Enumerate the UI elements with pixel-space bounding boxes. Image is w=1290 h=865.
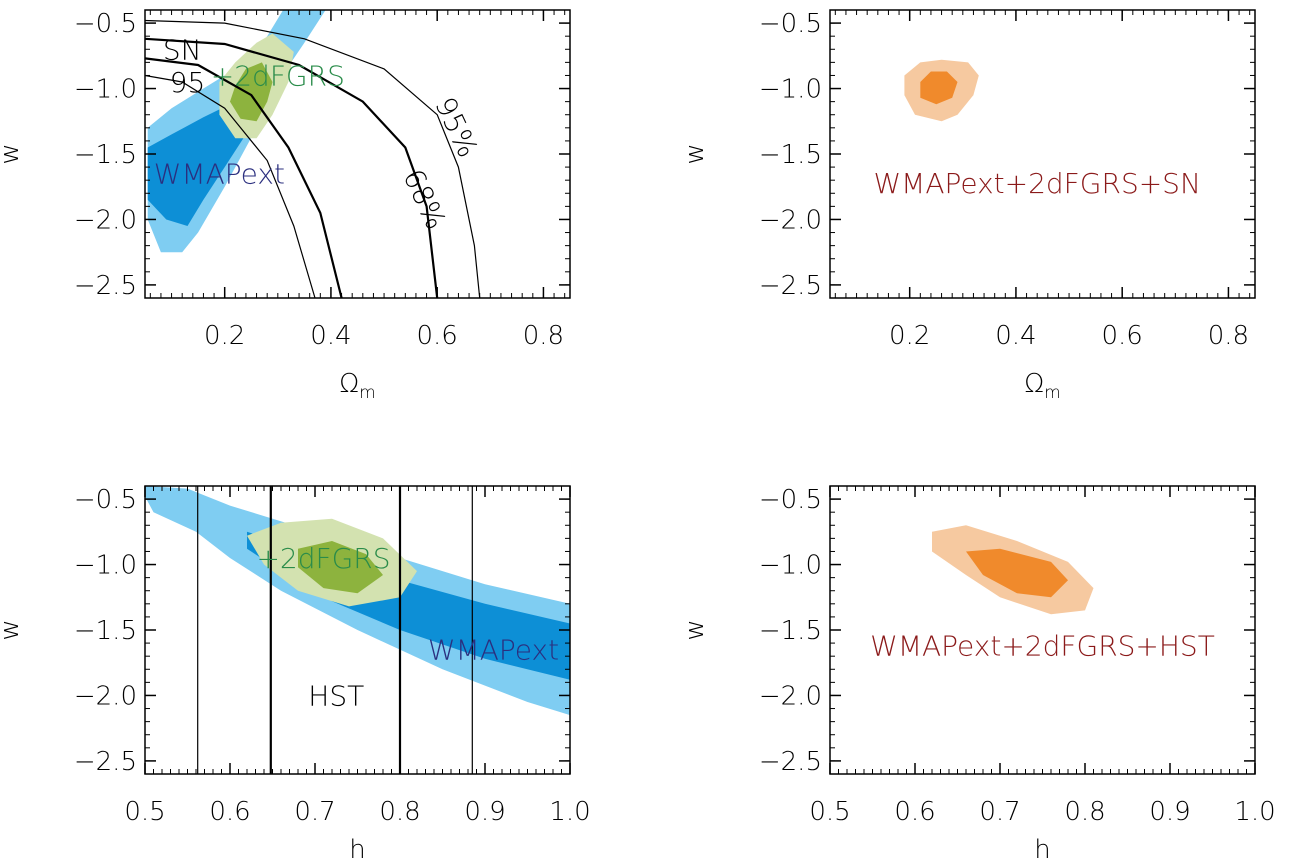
annotation-label: 95%	[428, 92, 484, 162]
contour-region-3	[230, 62, 273, 122]
annotation-label: WMAPext	[428, 634, 559, 667]
y-tick-label: −2.0	[74, 205, 137, 235]
y-tick-label: −1.0	[759, 551, 822, 581]
x-tick-label: 0.6	[1102, 321, 1143, 351]
y-tick-label: −0.5	[759, 485, 822, 515]
annotation-label: SN	[163, 33, 202, 66]
y-tick-label: −1.5	[759, 616, 822, 646]
x-tick-label: 0.9	[1149, 797, 1190, 827]
x-tick-label: 0.9	[464, 797, 505, 827]
x-tick-label: 0.8	[1064, 797, 1105, 827]
y-tick-label: −1.0	[74, 75, 137, 105]
x-tick-label: 0.6	[209, 797, 250, 827]
panel-top-right: 0.2 0.4 0.6 0.8 −0.5 −1.0 −1.5 −2.0 −2.5 Ωm w WMAPe…	[680, 9, 1256, 403]
y-tick-label: −0.5	[74, 485, 137, 515]
contour-region-3	[298, 541, 383, 594]
y-tick-label: −1.0	[759, 75, 822, 105]
panel-bottom-right: 0.5 0.6 0.7 0.8 0.9 1.0 −0.5 −1.0 −1.5 −2.0 −2.5 h w…	[680, 485, 1276, 865]
constraint-curve-0	[145, 19, 481, 298]
y-tick-label: −0.5	[74, 9, 137, 39]
annotation-label: WMAPext+2dFGRS+SN	[873, 167, 1200, 200]
annotation-label: 68%	[396, 164, 452, 234]
annotation-label: +2dFGRS	[211, 59, 345, 92]
axes-frame	[829, 9, 1256, 299]
y-tick-label: −2.5	[74, 271, 137, 301]
annotation-label: WMAPext+2dFGRS+HST	[870, 630, 1215, 663]
x-axis-label: h	[349, 835, 365, 865]
contour-region-1	[147, 101, 246, 226]
y-axis-label: w	[0, 143, 25, 164]
y-axis-label: w	[680, 619, 710, 640]
annotation-label: 95	[170, 66, 206, 99]
x-tick-label: 0.5	[809, 797, 850, 827]
plot-area	[932, 525, 1094, 615]
y-tick-label: −2.0	[759, 205, 822, 235]
x-tick-label: 1.0	[549, 797, 590, 827]
contour-region-1	[920, 71, 958, 105]
panel-top-left: 0.2 0.4 0.6 0.8 −0.5 −1.0 −1.5 −2.0 −2.5 Ωm w SN +2d…	[0, 9, 571, 403]
x-axis-label: Ωm	[1024, 369, 1060, 403]
x-tick-label: 0.4	[310, 321, 351, 351]
x-tick-label: 0.7	[979, 797, 1020, 827]
annotation-label: HST	[308, 679, 364, 712]
x-tick-label: 0.8	[379, 797, 420, 827]
contour-region-1	[966, 548, 1068, 598]
y-tick-label: −1.5	[759, 140, 822, 170]
panel-bottom-left: 0.5 0.6 0.7 0.8 0.9 1.0 −0.5 −1.0 −1.5 −2.0 −2.5 h w…	[0, 485, 591, 865]
y-tick-label: −1.0	[74, 551, 137, 581]
y-tick-label: −2.5	[759, 271, 822, 301]
x-tick-label: 0.8	[523, 321, 564, 351]
annotation-label: +2dFGRS	[256, 542, 390, 575]
y-axis-label: w	[680, 143, 710, 164]
y-tick-label: −2.0	[74, 681, 137, 711]
y-tick-label: −0.5	[759, 9, 822, 39]
y-tick-label: −1.5	[74, 140, 137, 170]
plot-area	[145, 10, 481, 298]
x-tick-label: 0.7	[294, 797, 335, 827]
x-tick-label: 0.2	[204, 321, 245, 351]
plot-area	[145, 486, 570, 774]
x-tick-label: 0.2	[889, 321, 930, 351]
plot-area	[904, 59, 979, 122]
y-tick-label: −2.5	[759, 747, 822, 777]
x-axis-label: Ωm	[339, 369, 375, 403]
x-tick-label: 0.4	[995, 321, 1036, 351]
y-tick-label: −1.5	[74, 616, 137, 646]
y-axis-label: w	[0, 619, 25, 640]
constraint-curve-3	[145, 74, 316, 298]
x-axis-label: h	[1034, 835, 1050, 865]
constraint-curve-1	[145, 37, 439, 298]
x-tick-label: 0.8	[1208, 321, 1249, 351]
annotation-label: WMAPext	[154, 158, 285, 191]
y-tick-label: −2.0	[759, 681, 822, 711]
y-tick-label: −2.5	[74, 747, 137, 777]
x-tick-label: 0.6	[894, 797, 935, 827]
constraint-curve-2	[145, 57, 343, 298]
x-tick-label: 1.0	[1234, 797, 1275, 827]
x-tick-label: 0.5	[124, 797, 165, 827]
x-tick-label: 0.6	[417, 321, 458, 351]
